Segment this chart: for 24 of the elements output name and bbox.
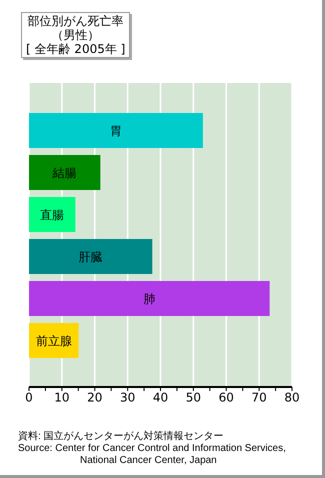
y-tick-label: 前立腺: [36, 334, 72, 348]
chart-subtitle: [ 全年齢 2005年 ]: [26, 42, 126, 56]
x-tick-label: 50: [186, 390, 202, 405]
bar: [29, 197, 76, 232]
chart-title: 部位別がん死亡率（男性）: [28, 14, 124, 42]
text: 資料: 国立がんセンターがん対策情報センター: [18, 431, 225, 443]
x-tick-label: 40: [152, 390, 168, 405]
bar: [29, 239, 152, 274]
y-tick-label: 結腸: [52, 166, 77, 180]
bar: [29, 113, 203, 148]
bar: [29, 155, 100, 190]
x-tick-label: 20: [87, 390, 102, 405]
y-tick-label: 胃: [110, 124, 122, 138]
x-tick-label: 80: [284, 390, 300, 405]
bar: [29, 281, 270, 316]
x-tick-label: 10: [54, 390, 70, 405]
source-note: Source: Center for Cancer Control and Information Services, National Cancer Center, Japan: [18, 443, 287, 467]
x-tick-label: 60: [218, 390, 234, 405]
y-tick-label: 直腸: [40, 208, 64, 222]
x-tick-label: 30: [120, 390, 136, 405]
x-tick-label: 0: [25, 390, 33, 405]
x-tick-label: 70: [251, 390, 267, 405]
y-tick-label: 肺: [143, 292, 156, 306]
y-tick-label: 肝臓: [78, 250, 103, 264]
